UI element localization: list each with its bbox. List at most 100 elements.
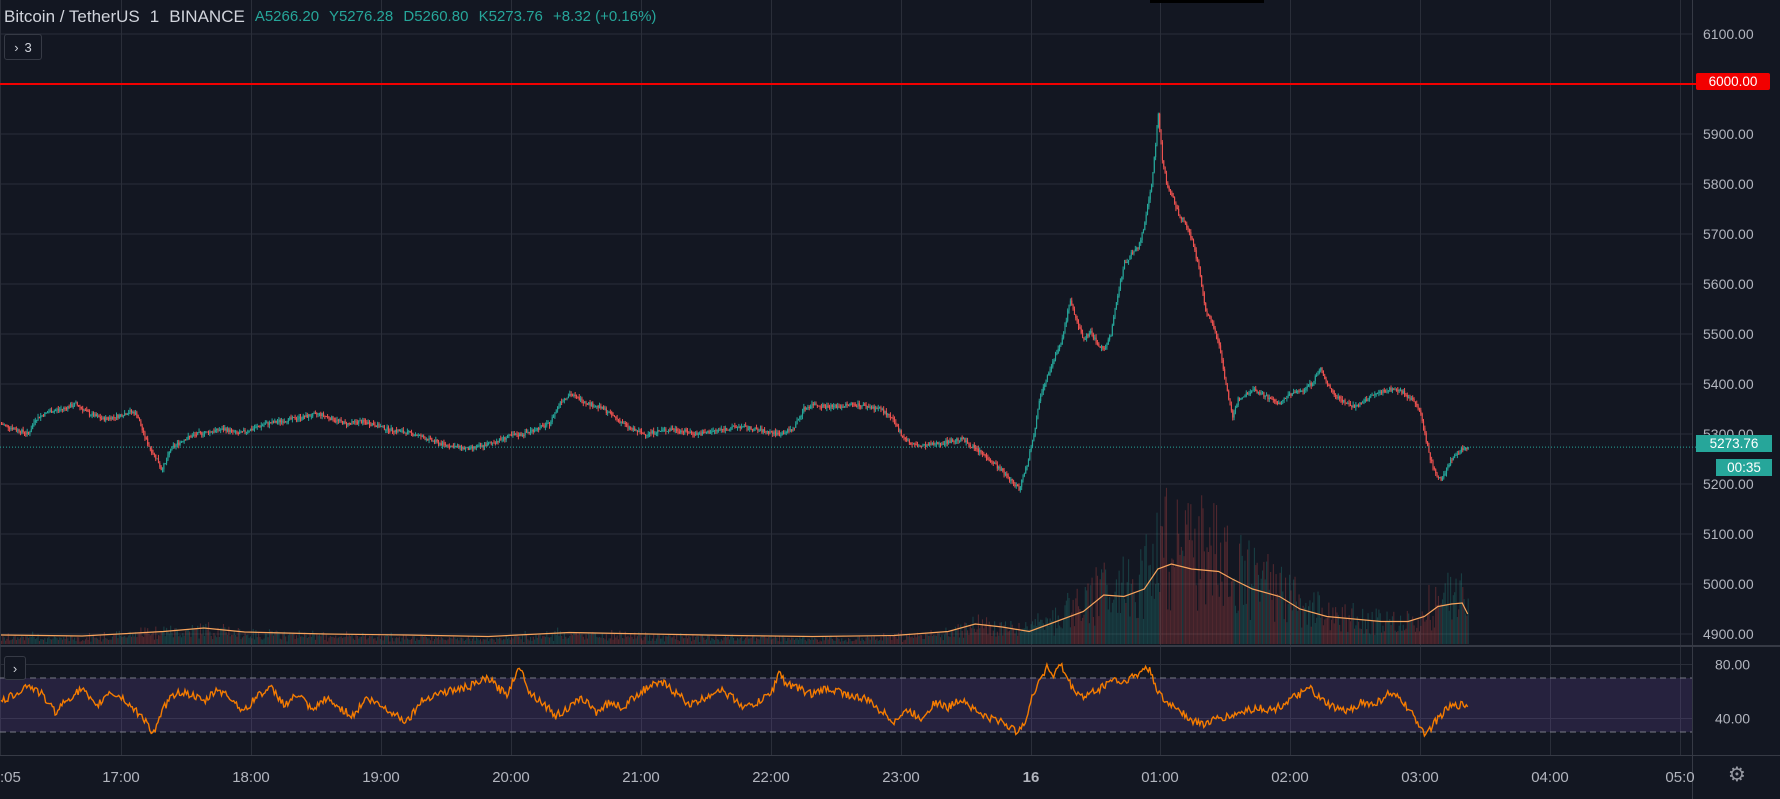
volume-bar (187, 629, 189, 644)
volume-bar (336, 638, 338, 644)
volume-bar (707, 635, 709, 644)
volume-bar (290, 634, 292, 644)
candle-body (277, 421, 279, 423)
volume-bar (1109, 596, 1111, 644)
volume-bar (910, 637, 912, 644)
candle-body (1446, 468, 1448, 474)
volume-bar (101, 641, 103, 644)
gear-icon[interactable]: ⚙ (1728, 764, 1746, 786)
candle-body (254, 428, 256, 430)
volume-bar (10, 639, 12, 644)
candle-body (714, 430, 716, 432)
candle-body (570, 393, 572, 396)
candle-body (983, 453, 985, 455)
candle-body (1270, 397, 1272, 399)
volume-bar (143, 636, 145, 644)
volume-bar (1161, 526, 1163, 644)
candle-body (1267, 395, 1269, 400)
volume-bar (1324, 619, 1326, 644)
volume-bar (332, 636, 334, 644)
volume-bar (550, 636, 552, 644)
volume-bar (582, 636, 584, 644)
candle-body (336, 419, 338, 422)
volume-bar (1402, 624, 1404, 644)
symbol-name[interactable]: Bitcoin / TetherUS (4, 7, 140, 26)
interval-label[interactable]: 1 (149, 7, 160, 26)
candle-body (431, 438, 433, 441)
price-axis[interactable]: 6100.005900.005800.005700.005600.005500.… (1703, 26, 1754, 642)
symbol-legend: Bitcoin / TetherUS 1 BINANCE A5266.20 Y5… (4, 6, 662, 28)
volume-bar (1206, 547, 1208, 644)
volume-bar (1197, 610, 1199, 644)
volume-bar (555, 635, 557, 644)
time-axis[interactable]: :05 17:00 18:00 19:00 20:00 21:00 22:00 23:00 16… (0, 769, 1695, 786)
volume-bar (1313, 592, 1315, 644)
candle-body (811, 403, 813, 407)
indicators-toggle-button[interactable]: › 3 (4, 34, 42, 60)
volume-bar (408, 639, 410, 644)
volume-bar (590, 633, 593, 644)
candle-body (927, 444, 929, 446)
volume-bar (704, 639, 706, 644)
candle-body (898, 426, 900, 432)
candle-body (271, 421, 273, 424)
candle-body (32, 424, 34, 429)
volume-bar (355, 633, 357, 644)
candle-body (324, 415, 326, 417)
volume-bar (1316, 617, 1318, 644)
candle-body (1370, 395, 1372, 398)
candle-body (1000, 468, 1002, 471)
volume-bar (170, 625, 172, 644)
candle-body (1033, 435, 1035, 442)
candle-body (366, 422, 368, 424)
rsi-pane-toggle-button[interactable]: › (4, 656, 26, 680)
candle-body (1008, 477, 1011, 481)
candle-body (1298, 390, 1300, 392)
close-value: K5273.76 (478, 8, 543, 25)
candle-body (259, 426, 261, 428)
candle-body (768, 431, 770, 434)
volume-bar (278, 631, 280, 644)
volume-bar (622, 638, 624, 644)
alert-price-label[interactable]: 6000.00 (1696, 73, 1770, 90)
volume-bar (1382, 625, 1384, 644)
candle-body (588, 402, 590, 405)
candle-body (1214, 328, 1216, 332)
volume-bar (462, 638, 464, 644)
candle-body (101, 418, 103, 420)
volume-bar (95, 637, 97, 644)
volume-bar (49, 639, 51, 644)
volume-bar (1337, 615, 1339, 644)
volume-bar (1448, 610, 1450, 644)
volume-bar (831, 638, 833, 644)
rsi-band (0, 677, 1692, 733)
volume-bar (624, 631, 626, 644)
volume-bar (197, 625, 199, 644)
volume-bar (248, 637, 250, 644)
candle-body (1160, 129, 1162, 143)
candle-body (295, 419, 298, 421)
volume-bar (1119, 613, 1122, 644)
volume-bar (1030, 624, 1032, 644)
candle-body (1128, 259, 1130, 262)
candle-body (1443, 474, 1445, 478)
volume-bar (1111, 602, 1113, 644)
volume-bar (64, 638, 66, 644)
volume-bar (900, 630, 902, 644)
candle-body (461, 445, 463, 450)
volume-bar (868, 637, 870, 644)
volume-bar (571, 635, 574, 644)
volume-bar (172, 637, 174, 644)
volume-bar (1023, 628, 1025, 644)
candle-body (962, 438, 965, 440)
candle-body (318, 413, 321, 415)
exchange-label[interactable]: BINANCE (169, 7, 245, 26)
candle-body (562, 400, 564, 403)
volume-bar (1103, 562, 1105, 644)
candle-body (973, 445, 975, 448)
candle-body (745, 425, 747, 427)
candle-body (180, 441, 183, 443)
candle-body (1103, 348, 1105, 350)
